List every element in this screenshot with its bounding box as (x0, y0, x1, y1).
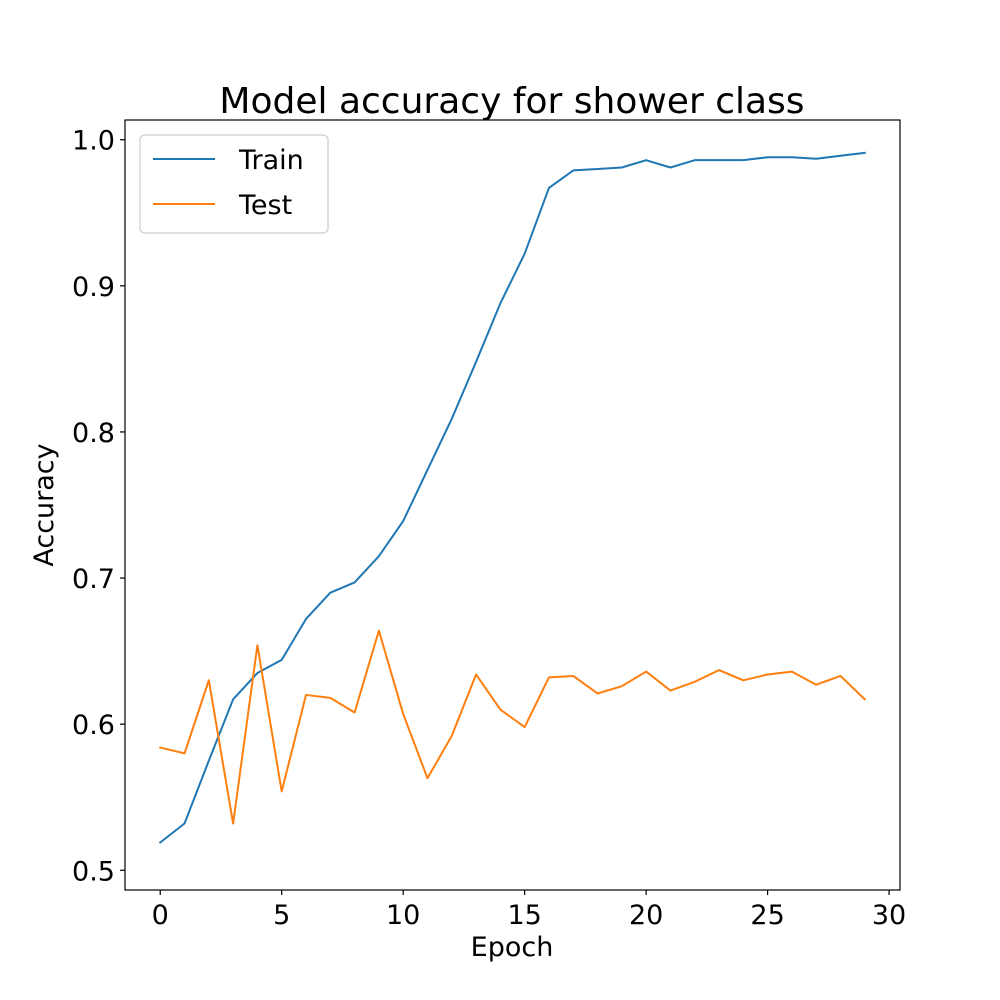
y-tick-label: 0.5 (72, 856, 115, 887)
y-tick-label: 0.8 (72, 418, 115, 449)
y-tick-label: 1.0 (72, 126, 115, 157)
legend-label-test: Test (238, 190, 292, 221)
x-tick-label: 20 (629, 900, 663, 931)
y-tick-label: 0.9 (72, 272, 115, 303)
axis-ticks: 0 5 10 15 20 25 30 0.5 0.6 0.7 0.8 0.9 1.0 (72, 126, 906, 931)
legend-label-train: Train (238, 145, 304, 176)
y-axis-label: Accuracy (29, 443, 60, 566)
x-tick-label: 30 (872, 900, 906, 931)
chart-title: Model accuracy for shower class (219, 81, 804, 122)
x-tick-label: 25 (750, 900, 784, 931)
legend: Train Test (139, 134, 329, 234)
x-axis-label: Epoch (471, 932, 554, 963)
series-line-train (158, 151, 866, 844)
y-tick-label: 0.6 (72, 710, 115, 741)
x-tick-label: 0 (152, 900, 169, 931)
plot-lines (158, 151, 867, 844)
x-tick-label: 10 (386, 900, 420, 931)
x-tick-label: 5 (273, 900, 290, 931)
plot-frame (124, 119, 901, 891)
y-tick-label: 0.7 (72, 564, 115, 595)
series-line-test (159, 629, 867, 825)
x-tick-label: 15 (507, 900, 541, 931)
